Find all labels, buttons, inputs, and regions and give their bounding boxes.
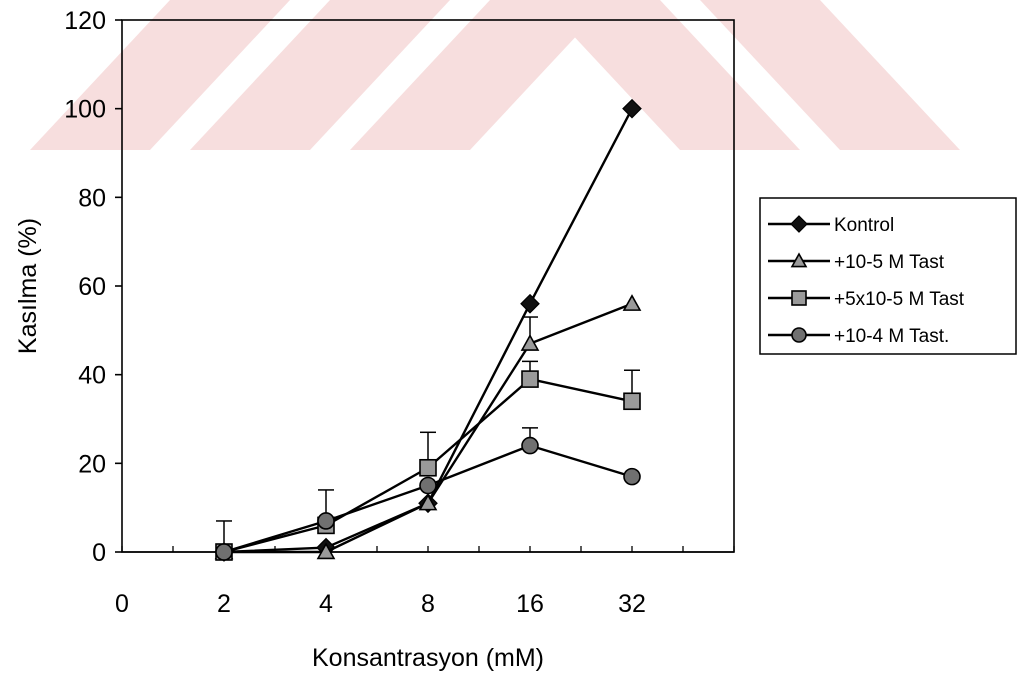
x-tick-label-8: 8: [421, 590, 435, 618]
watermark-band-4: [540, 0, 800, 150]
series-4: [215, 427, 641, 561]
watermark-band-5: [700, 0, 960, 150]
x-axis-title: Konsantrasyon (mM): [312, 644, 544, 672]
x-axis: 0 2 4 8 16 32: [115, 546, 735, 618]
x-tick-label-4: 4: [319, 590, 333, 618]
watermark-band-3: [350, 0, 610, 150]
y-tick-label-60: 60: [78, 273, 106, 301]
y-tick-label-0: 0: [92, 539, 106, 567]
data-point-4-4: [317, 512, 335, 530]
y-axis: 0 20 40 60 80 100 120: [64, 7, 122, 567]
watermark-band-1: [30, 0, 290, 150]
y-tick-label-20: 20: [78, 450, 106, 478]
data-point-3-8: [419, 458, 437, 477]
y-tick-label-80: 80: [78, 184, 106, 212]
data-point-1-32: [622, 98, 642, 119]
legend-label-3: +5x10-5 M Tast: [834, 289, 965, 310]
y-tick-label-120: 120: [64, 7, 106, 35]
data-point-2-4: [316, 542, 336, 560]
data-point-3-16: [521, 370, 539, 388]
data-point-4-16: [521, 436, 539, 455]
data-point-4-2: [215, 543, 233, 561]
data-point-2-32: [622, 294, 642, 311]
legend-marker-2: [790, 252, 808, 268]
y-tick-label-100: 100: [64, 96, 106, 124]
data-point-2-16: [520, 333, 540, 351]
series-2: [214, 294, 642, 560]
data-point-4-32: [623, 467, 641, 486]
x-tick-label-0: 0: [115, 590, 129, 618]
legend-label-1: Kontrol: [834, 215, 894, 236]
series-layer: [214, 98, 642, 562]
data-point-3-32: [623, 392, 641, 411]
watermark: [30, 0, 960, 150]
data-point-4-8: [419, 476, 437, 495]
x-tick-label-2: 2: [217, 590, 231, 618]
data-point-1-16: [520, 293, 540, 314]
legend-marker-4: [791, 327, 807, 343]
x-tick-label-32: 32: [618, 590, 646, 618]
watermark-band-2: [190, 0, 450, 150]
series-line-2: [224, 302, 633, 554]
y-axis-title: Kasılma (%): [14, 218, 42, 354]
legend-marker-1: [790, 215, 808, 233]
data-point-2-8: [418, 493, 438, 511]
legend: Kontrol +10-5 M Tast +5x10-5 M Tast +10-4 M…: [759, 197, 1017, 355]
y-tick-label-40: 40: [78, 362, 106, 390]
legend-label-4: +10-4 M Tast.: [834, 326, 949, 347]
legend-marker-3: [791, 290, 807, 306]
legend-label-2: +10-5 M Tast: [834, 252, 945, 273]
x-tick-label-16: 16: [516, 590, 544, 618]
